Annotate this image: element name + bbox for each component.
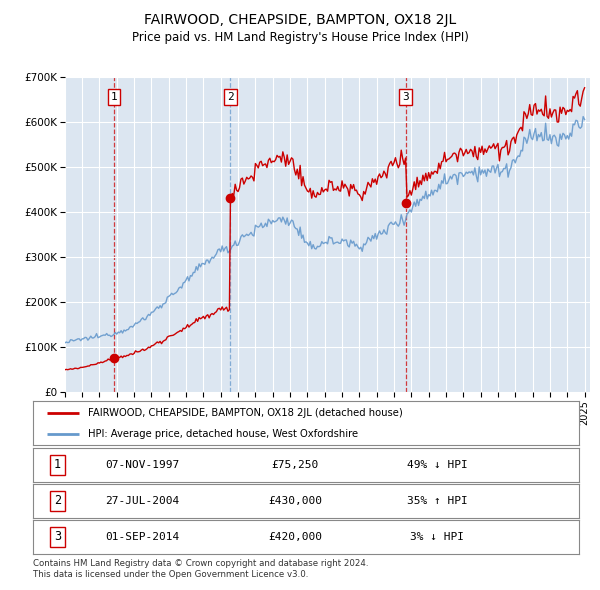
Text: HPI: Average price, detached house, West Oxfordshire: HPI: Average price, detached house, West… xyxy=(88,428,358,438)
Text: FAIRWOOD, CHEAPSIDE, BAMPTON, OX18 2JL (detached house): FAIRWOOD, CHEAPSIDE, BAMPTON, OX18 2JL (… xyxy=(88,408,403,418)
Text: Price paid vs. HM Land Registry's House Price Index (HPI): Price paid vs. HM Land Registry's House … xyxy=(131,31,469,44)
Text: 1: 1 xyxy=(110,92,118,102)
Text: Contains HM Land Registry data © Crown copyright and database right 2024.
This d: Contains HM Land Registry data © Crown c… xyxy=(33,559,368,579)
Text: 3: 3 xyxy=(402,92,409,102)
Text: FAIRWOOD, CHEAPSIDE, BAMPTON, OX18 2JL: FAIRWOOD, CHEAPSIDE, BAMPTON, OX18 2JL xyxy=(144,13,456,27)
Text: £430,000: £430,000 xyxy=(268,496,322,506)
Text: 01-SEP-2014: 01-SEP-2014 xyxy=(105,532,179,542)
Text: 1: 1 xyxy=(54,458,61,471)
Text: 35% ↑ HPI: 35% ↑ HPI xyxy=(407,496,467,506)
Text: 07-NOV-1997: 07-NOV-1997 xyxy=(105,460,179,470)
Text: 2: 2 xyxy=(227,92,234,102)
Text: 49% ↓ HPI: 49% ↓ HPI xyxy=(407,460,467,470)
Text: £420,000: £420,000 xyxy=(268,532,322,542)
Text: £75,250: £75,250 xyxy=(271,460,319,470)
Text: 2: 2 xyxy=(54,494,61,507)
Text: 3: 3 xyxy=(54,530,61,543)
Text: 27-JUL-2004: 27-JUL-2004 xyxy=(105,496,179,506)
Text: 3% ↓ HPI: 3% ↓ HPI xyxy=(410,532,464,542)
